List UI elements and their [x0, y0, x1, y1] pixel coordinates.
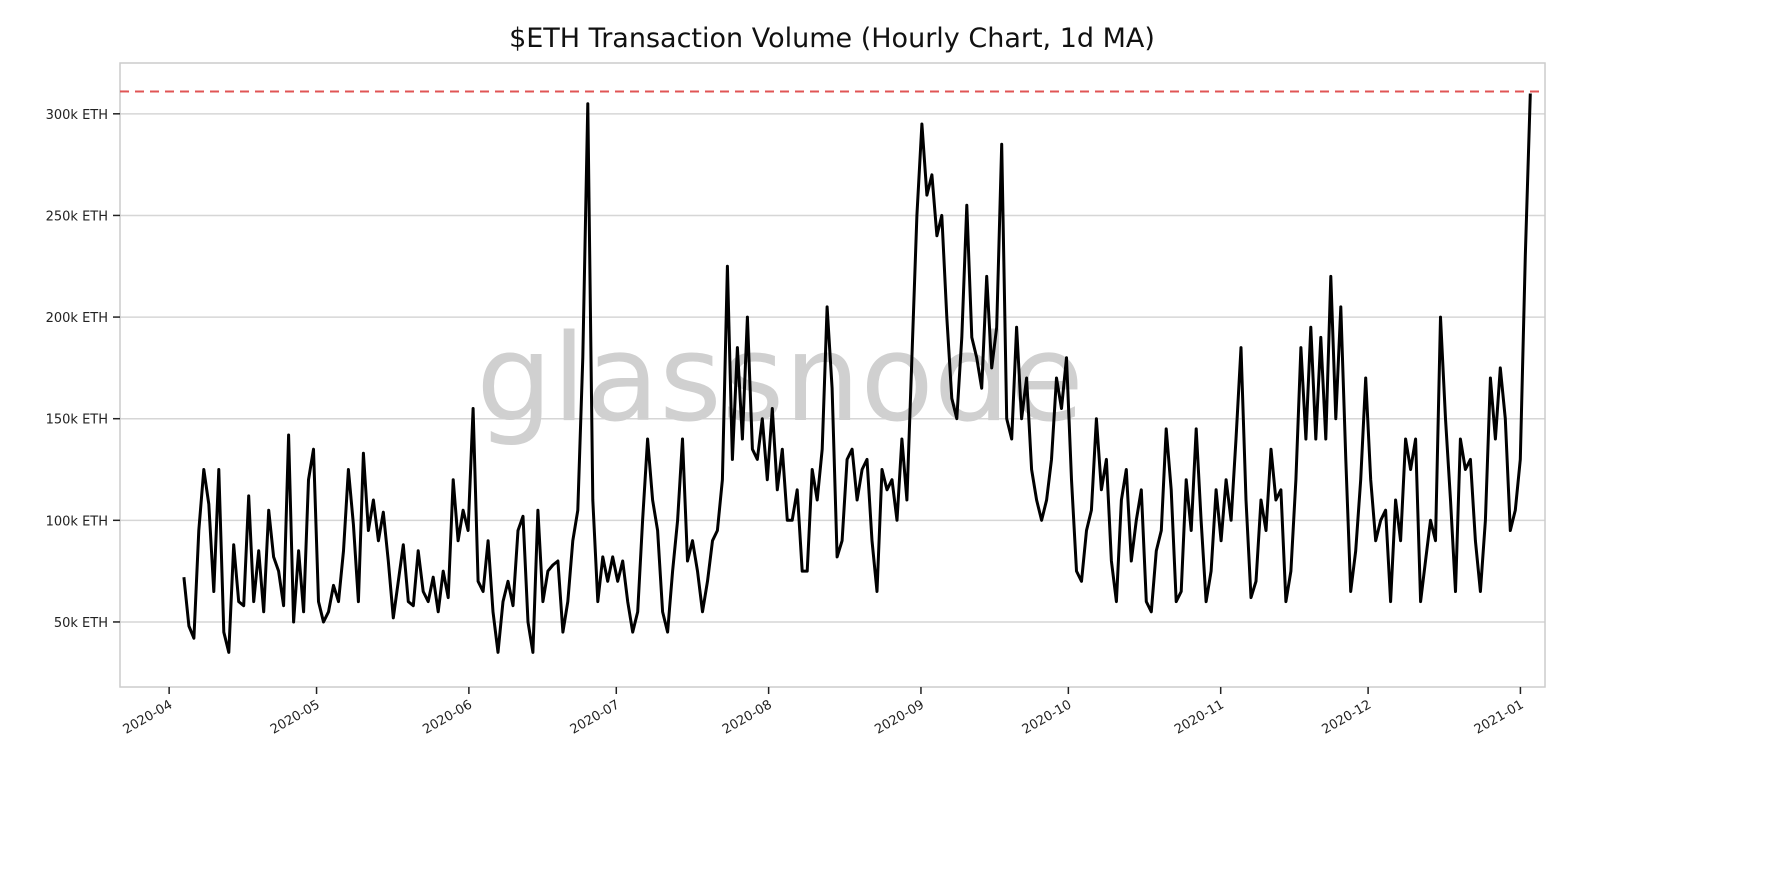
x-tick-label: 2020-12: [1320, 697, 1375, 737]
x-tick-label: 2020-05: [268, 697, 323, 737]
plot-frame: [119, 62, 1546, 688]
series-line: [182, 93, 1532, 654]
watermark-glassnode: glassnode: [476, 310, 1084, 449]
y-tick-label: 200k ETH: [46, 311, 108, 326]
x-tick-label: 2021-01: [1472, 697, 1527, 737]
y-tick-label: 100k ETH: [46, 514, 108, 529]
x-axis: 2020-04 2020-05 2020-06 2020-07 2020-08 2020-…: [121, 687, 1527, 738]
y-axis: 50k ETH 100k ETH 150k ETH 200k ETH 250k ETH 3…: [46, 108, 120, 631]
y-tick-label: 300k ETH: [46, 108, 108, 123]
x-tick-label: 2020-09: [872, 697, 927, 737]
y-tick-label: 250k ETH: [46, 209, 108, 224]
chart-title: $ETH Transaction Volume (Hourly Chart, 1…: [509, 23, 1155, 54]
x-tick-label: 2020-11: [1172, 697, 1227, 737]
x-tick-label: 2020-07: [568, 697, 623, 737]
x-tick-label: 2020-08: [720, 697, 775, 737]
y-tick-label: 150k ETH: [46, 413, 108, 428]
x-tick-label: 2020-10: [1020, 697, 1075, 737]
x-tick-label: 2020-04: [121, 697, 176, 737]
x-tick-label: 2020-06: [420, 697, 475, 737]
y-tick-label: 50k ETH: [54, 616, 108, 631]
